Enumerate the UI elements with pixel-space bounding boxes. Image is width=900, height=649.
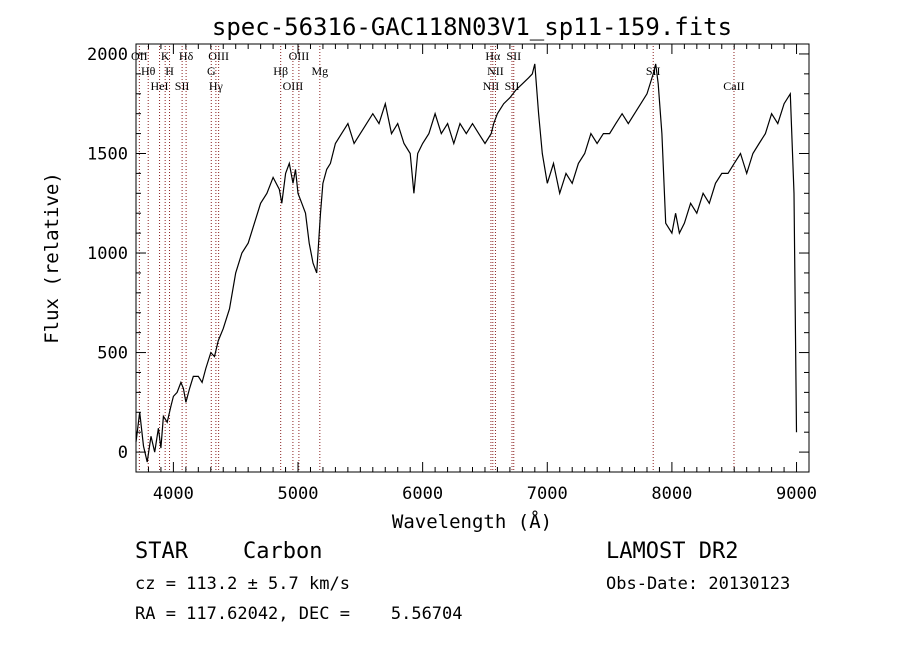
spectral-line-label: Hθ [141, 64, 156, 78]
x-tick-label: 8000 [651, 484, 692, 504]
spectral-line-label: Hα [485, 49, 501, 63]
x-axis-label: Wavelength (Å) [392, 510, 552, 533]
spectral-line-label: Hβ [273, 64, 288, 78]
spectral-line-label: SII [506, 49, 521, 63]
spectral-line-markers: OIIHθHeIKHSIIHδGHγOIIIHβOIIIOIIIMgNIIHαN… [131, 46, 745, 470]
spectral-line-label: CaII [723, 79, 744, 93]
spectral-line-label: NII [483, 79, 500, 93]
x-tick-label: 9000 [776, 484, 817, 504]
y-tick-label: 0 [118, 443, 128, 463]
object-subclass: Carbon [243, 539, 322, 564]
object-class: STAR [135, 539, 189, 564]
x-tick-label: 6000 [402, 484, 443, 504]
chart-title: spec-56316-GAC118N03V1_sp11-159.fits [212, 13, 732, 41]
redshift-readout: cz = 113.2 ± 5.7 km/s [135, 574, 350, 594]
spectral-line-label: SII [646, 64, 661, 78]
spectral-line-label: NII [487, 64, 504, 78]
y-tick-label: 2000 [87, 45, 128, 65]
spectral-line-label: OII [131, 49, 148, 63]
x-tick-label: 5000 [278, 484, 319, 504]
spectral-line-label: K [161, 49, 170, 63]
x-tick-label: 7000 [527, 484, 568, 504]
spectrum-series [135, 63, 798, 463]
survey-name: LAMOST DR2 [606, 539, 738, 564]
spectral-line-label: Hδ [179, 49, 194, 63]
y-axis-ticks: 0 500 1000 1500 2000 [87, 45, 809, 473]
spectral-line-label: Mg [311, 64, 328, 78]
y-axis-label: Flux (relative) [41, 172, 63, 344]
coordinates-readout: RA = 117.62042, DEC = 5.56704 [135, 604, 463, 624]
plot-frame [135, 43, 810, 473]
spectral-line-label: Hγ [209, 79, 224, 93]
x-tick-label: 4000 [153, 484, 194, 504]
y-tick-label: 1000 [87, 244, 128, 264]
series-layer [135, 63, 798, 463]
spectral-line-label: SII [175, 79, 190, 93]
x-axis-ticks: 4000 5000 6000 7000 8000 9000 [147, 44, 817, 504]
obs-date: Obs-Date: 20130123 [606, 574, 790, 594]
spectral-line-label: OIII [208, 49, 229, 63]
spectral-line-label: OIII [289, 49, 310, 63]
spectral-line-label: SII [505, 79, 520, 93]
spectral-line-label: H [165, 64, 174, 78]
y-tick-label: 500 [97, 344, 128, 364]
y-tick-label: 1500 [87, 144, 128, 164]
spectral-line-label: OIII [283, 79, 304, 93]
spectral-line-label: HeI [151, 79, 169, 93]
spectral-line-label: G [207, 64, 216, 78]
